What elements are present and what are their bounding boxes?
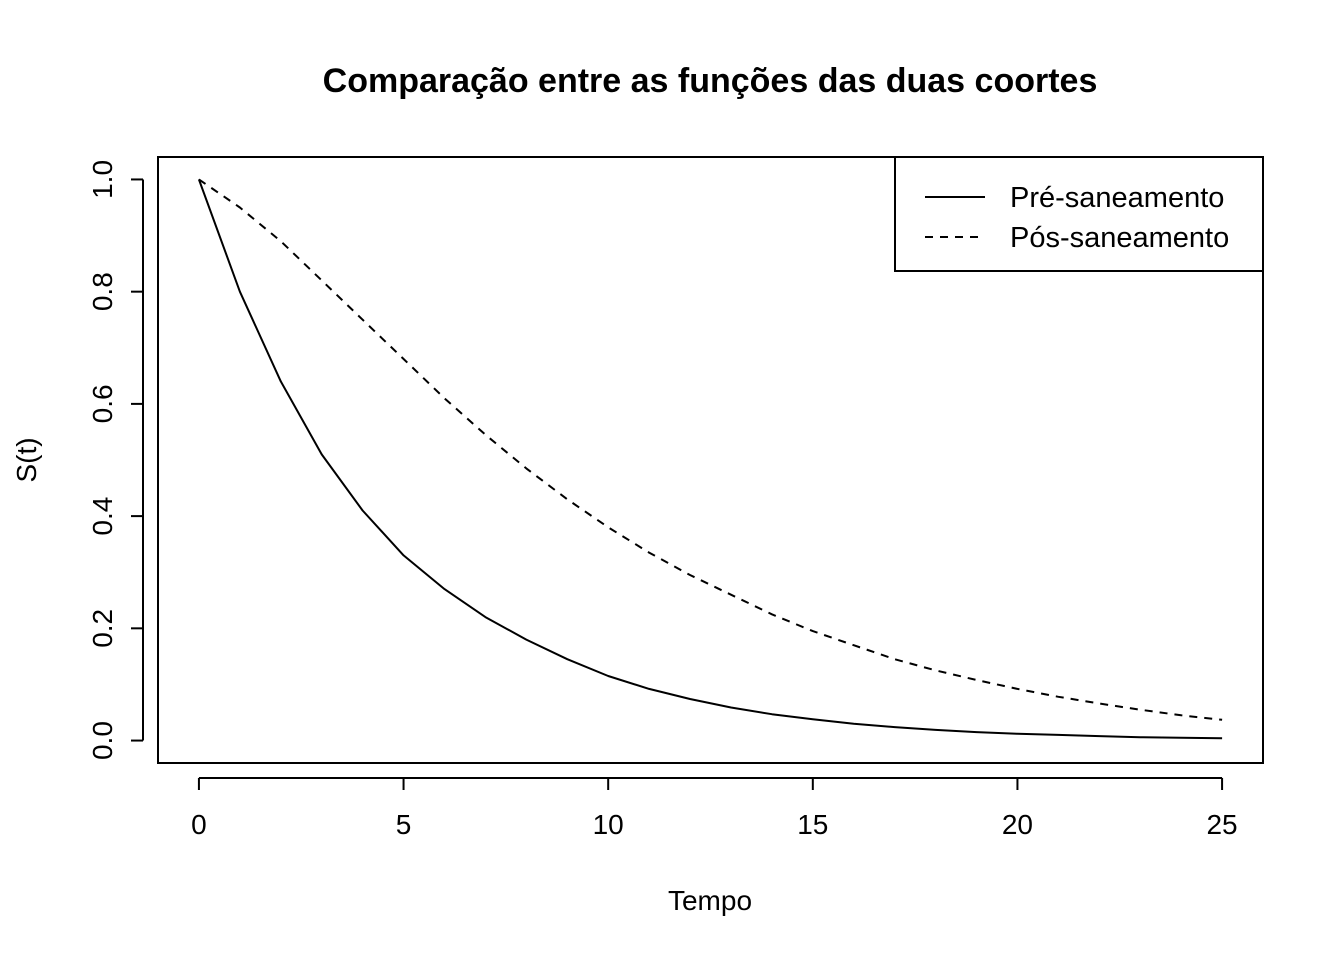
series-layer — [197, 178, 1223, 740]
chart-title: Comparação entre as funções das duas coo… — [323, 62, 1098, 100]
y-tick-label: 0.2 — [87, 609, 118, 648]
x-tick-label: 15 — [797, 809, 828, 840]
legend-label-pre-saneamento: Pré-saneamento — [1010, 182, 1224, 214]
series-line-pos-saneamento — [198, 178, 1223, 721]
legend: Pré-saneamento Pós-saneamento — [894, 156, 1264, 272]
y-tick-label: 0.8 — [87, 272, 118, 311]
y-axis-label: S(t) — [11, 437, 42, 482]
x-tick-label: 20 — [1002, 809, 1033, 840]
series-line-pre-saneamento — [197, 179, 1223, 740]
y-tick-label: 0.6 — [87, 384, 118, 423]
y-tick-label: 1.0 — [87, 160, 118, 199]
legend-box — [894, 156, 1264, 272]
plot-frame — [157, 156, 1264, 764]
x-axis-label: Tempo — [668, 885, 752, 916]
y-tick-label: 0.4 — [87, 497, 118, 536]
x-tick-label: 25 — [1206, 809, 1237, 840]
x-tick-label: 10 — [593, 809, 624, 840]
x-tick-label: 0 — [191, 809, 207, 840]
x-axis: 0 5 10 15 20 25 — [191, 777, 1238, 840]
x-tick-label: 5 — [396, 809, 412, 840]
legend-label-pos-saneamento: Pós-saneamento — [1010, 222, 1229, 254]
y-axis: 0.0 0.2 0.4 0.6 0.8 1.0 — [87, 160, 144, 760]
y-tick-label: 0.0 — [87, 721, 118, 760]
